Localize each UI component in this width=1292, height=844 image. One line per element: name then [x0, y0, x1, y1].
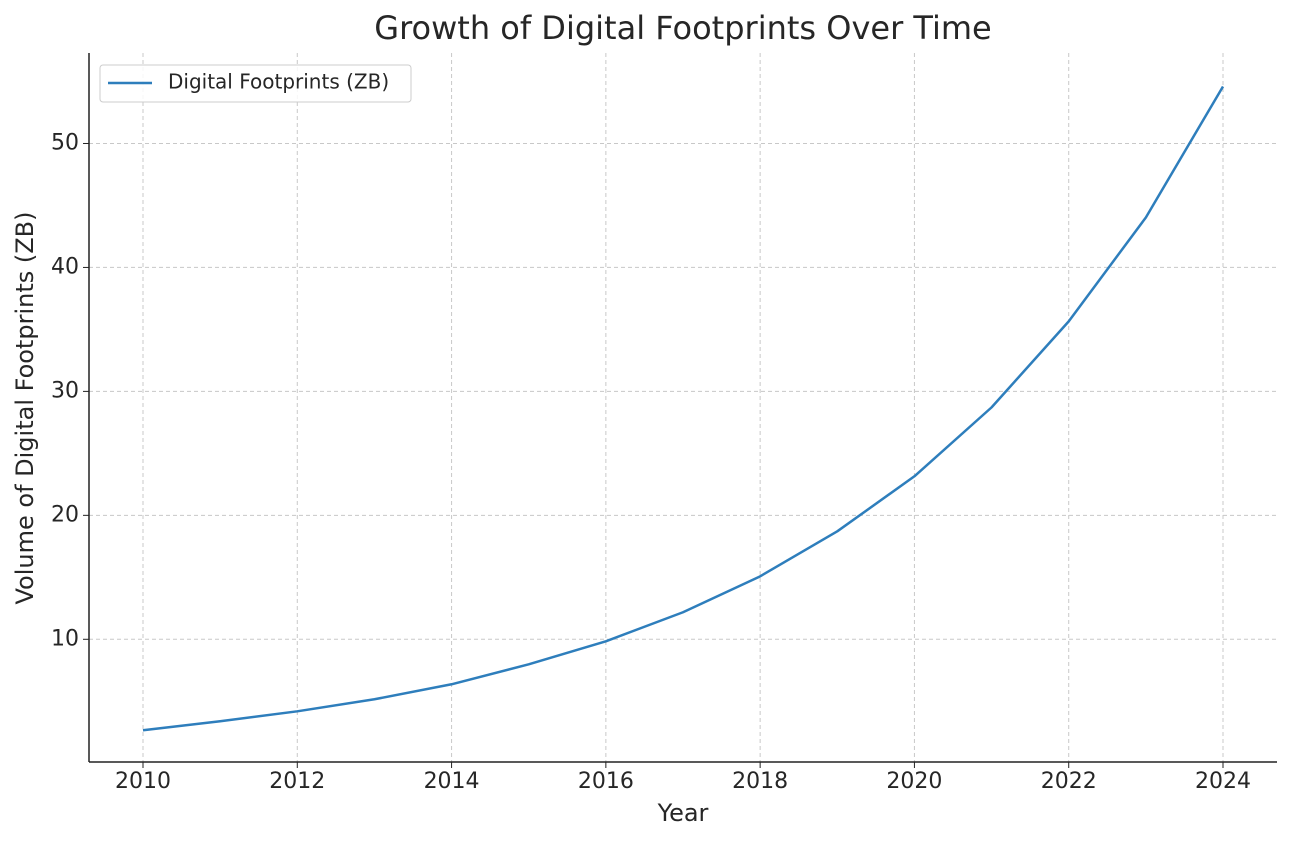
- x-tick-label: 2010: [115, 769, 171, 794]
- legend-label: Digital Footprints (ZB): [168, 70, 389, 94]
- plot: [142, 85, 1225, 732]
- y-axis-label: Volume of Digital Footprints (ZB): [11, 212, 39, 605]
- grid: [89, 53, 1277, 762]
- x-tick-label: 2018: [732, 769, 788, 794]
- x-tick-label: 2016: [578, 769, 634, 794]
- x-tick-label: 2022: [1041, 769, 1097, 794]
- y-tick-label: 40: [51, 254, 79, 279]
- legend-box: [99, 64, 412, 103]
- series-line: [142, 85, 1225, 732]
- x-axis-label: Year: [657, 799, 709, 827]
- y-tick-label: 50: [51, 130, 79, 155]
- y-tick-label: 30: [51, 378, 79, 403]
- y-tick-label: 10: [51, 626, 79, 651]
- x-tick-label: 2012: [269, 769, 325, 794]
- x-tick-label: 2020: [886, 769, 942, 794]
- chart-title: Growth of Digital Footprints Over Time: [374, 9, 991, 47]
- x-tick-label: 2024: [1195, 769, 1251, 794]
- x-tick-label: 2014: [424, 769, 480, 794]
- y-tick-label: 20: [51, 502, 79, 527]
- legend: Digital Footprints (ZB): [99, 64, 412, 103]
